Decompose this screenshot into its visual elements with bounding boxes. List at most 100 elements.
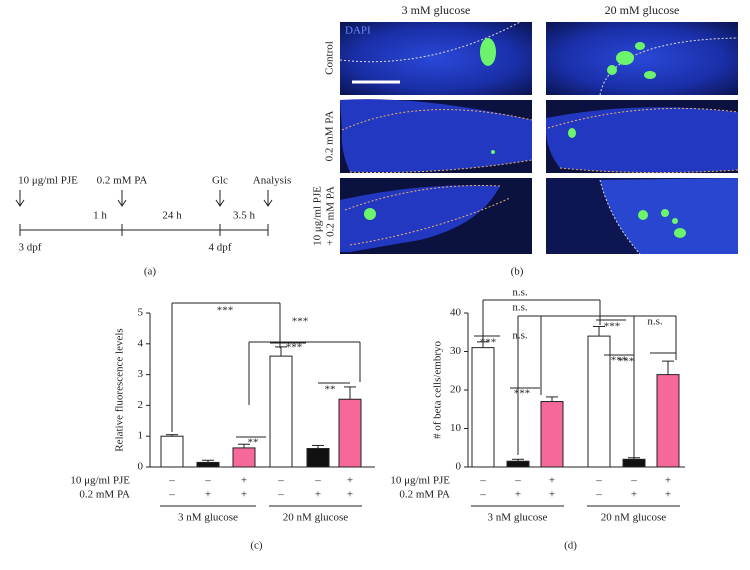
condition-sign: + — [631, 489, 637, 501]
group-label: 3 nM glucose — [488, 512, 548, 524]
condition-sign: + — [315, 489, 321, 501]
condition-sign: – — [314, 475, 321, 487]
significance-label: *** — [217, 305, 234, 317]
condition-sign: – — [514, 475, 521, 487]
significance-label: *** — [514, 388, 531, 400]
bar — [540, 401, 564, 468]
condition-sign: – — [168, 475, 175, 487]
condition-sign: + — [347, 475, 353, 487]
significance-label: n.s. — [647, 316, 663, 328]
event-label: Analysis — [253, 175, 292, 187]
tissue — [600, 178, 738, 254]
bar — [338, 398, 362, 468]
interval-label: 24 h — [162, 210, 182, 222]
significance-label: n.s. — [512, 287, 528, 299]
outline — [344, 185, 511, 246]
column-title: 20 mM glucose — [605, 3, 680, 17]
panel-label: (d) — [564, 540, 577, 552]
y-tick-label: 0 — [456, 461, 462, 473]
significance-label: *** — [604, 321, 621, 333]
tissue — [546, 107, 738, 173]
bar — [160, 435, 184, 468]
outline — [599, 179, 641, 255]
row-label: 10 μg/ml PJE — [312, 186, 324, 246]
y-tick-label: 40 — [450, 307, 462, 319]
condition-label: 10 μg/ml PJE — [390, 475, 450, 487]
y-tick-label: 20 — [450, 384, 462, 396]
stain-label: DAPI — [345, 25, 371, 37]
condition-label: 0.2 mM PA — [399, 489, 450, 501]
condition-sign: + — [549, 475, 555, 487]
condition-sign: – — [168, 489, 175, 501]
day-label: 4 dpf — [209, 242, 232, 254]
y-tick-label: 10 — [450, 422, 462, 434]
y-tick-label: 3 — [138, 368, 144, 380]
significance-label: n.s. — [512, 302, 528, 314]
micrograph-grid — [339, 21, 739, 255]
condition-sign: + — [241, 475, 247, 487]
bar — [587, 335, 611, 468]
beta-cells — [364, 38, 686, 238]
condition-label: 0.2 mM PA — [79, 489, 130, 501]
row-label: 0.2 mM PA — [324, 111, 336, 162]
y-axis-label: Relative fluorescence levels — [114, 328, 126, 451]
arrow — [263, 190, 273, 207]
bar — [656, 374, 680, 468]
condition-sign: – — [277, 489, 284, 501]
condition-sign: – — [277, 475, 284, 487]
significance-label: *** — [611, 355, 628, 367]
condition-sign: – — [630, 475, 637, 487]
tissue — [340, 99, 532, 173]
condition-sign: + — [549, 489, 555, 501]
significance-label: *** — [480, 337, 497, 349]
outline — [339, 21, 521, 63]
significance-label: ** — [248, 437, 259, 449]
row-label: + 0.2 mM PA — [325, 186, 337, 246]
condition-sign: – — [479, 489, 486, 501]
bar — [196, 461, 220, 468]
significance-label: n.s. — [512, 330, 528, 342]
group-label: 20 nM glucose — [283, 512, 349, 524]
outline — [599, 37, 739, 96]
arrow — [215, 190, 225, 207]
condition-sign: – — [595, 475, 602, 487]
bar — [232, 447, 256, 468]
event-label: 10 μg/ml PJE — [18, 175, 78, 187]
bar — [471, 347, 495, 468]
arrow — [15, 190, 25, 207]
bar — [306, 448, 330, 468]
micrograph — [546, 22, 738, 95]
bar — [269, 355, 293, 468]
condition-sign: + — [665, 475, 671, 487]
condition-sign: + — [347, 489, 353, 501]
interval-label: 1 h — [93, 210, 107, 222]
arrow — [117, 190, 127, 207]
condition-sign: + — [241, 489, 247, 501]
panel-label: (c) — [250, 540, 263, 552]
panel-label: (b) — [511, 266, 524, 278]
condition-sign: + — [665, 489, 671, 501]
y-tick-label: 30 — [450, 345, 462, 357]
day-label: 3 dpf — [19, 242, 42, 254]
significance-label: *** — [618, 356, 635, 368]
significance-label: *** — [286, 342, 303, 354]
y-tick-label: 0 — [138, 461, 144, 473]
condition-sign: – — [479, 475, 486, 487]
y-tick-label: 5 — [138, 307, 144, 319]
outline — [547, 107, 739, 174]
group-label: 20 nM glucose — [601, 512, 667, 524]
condition-sign: – — [204, 475, 211, 487]
column-title: 3 mM glucose — [402, 3, 471, 17]
y-tick-label: 4 — [138, 337, 144, 349]
interval-label: 3.5 h — [233, 210, 256, 222]
condition-sign: – — [595, 489, 602, 501]
condition-label: 10 μg/ml PJE — [70, 475, 130, 487]
bar — [622, 458, 646, 468]
y-tick-label: 1 — [138, 430, 144, 442]
event-label: 0.2 mM PA — [97, 175, 148, 187]
significance-label: ** — [325, 384, 336, 396]
condition-sign: + — [515, 489, 521, 501]
bar — [506, 460, 530, 468]
significance-label: *** — [292, 316, 309, 328]
